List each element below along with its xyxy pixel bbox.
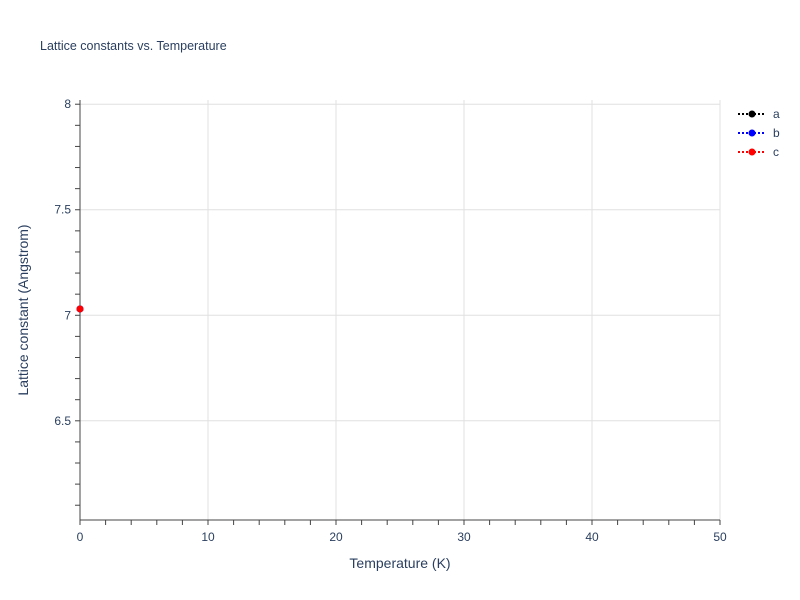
y-tick-label: 7 — [64, 308, 71, 322]
y-axis-label: Lattice constant (Angstrom) — [15, 224, 31, 395]
x-tick-label: 0 — [77, 530, 84, 544]
x-tick-label: 20 — [329, 530, 343, 544]
legend-label: a — [773, 107, 780, 121]
legend-label: c — [773, 145, 779, 159]
legend-label: b — [773, 126, 780, 140]
legend-marker — [748, 110, 756, 118]
legend-marker — [748, 129, 756, 137]
x-tick-label: 50 — [713, 530, 727, 544]
chart-title: Lattice constants vs. Temperature — [40, 39, 227, 53]
y-tick-label: 7.5 — [54, 203, 71, 217]
x-tick-label: 30 — [457, 530, 471, 544]
legend-item-a[interactable]: a — [738, 107, 780, 121]
y-tick-label: 8 — [64, 97, 71, 111]
y-tick-label: 6.5 — [54, 414, 71, 428]
legend-item-b[interactable]: b — [738, 126, 780, 140]
legend-item-c[interactable]: c — [738, 145, 779, 159]
x-axis-label: Temperature (K) — [349, 555, 450, 571]
x-tick-label: 10 — [201, 530, 215, 544]
data-point-c — [76, 305, 84, 313]
legend-marker — [748, 148, 756, 156]
x-tick-label: 40 — [585, 530, 599, 544]
